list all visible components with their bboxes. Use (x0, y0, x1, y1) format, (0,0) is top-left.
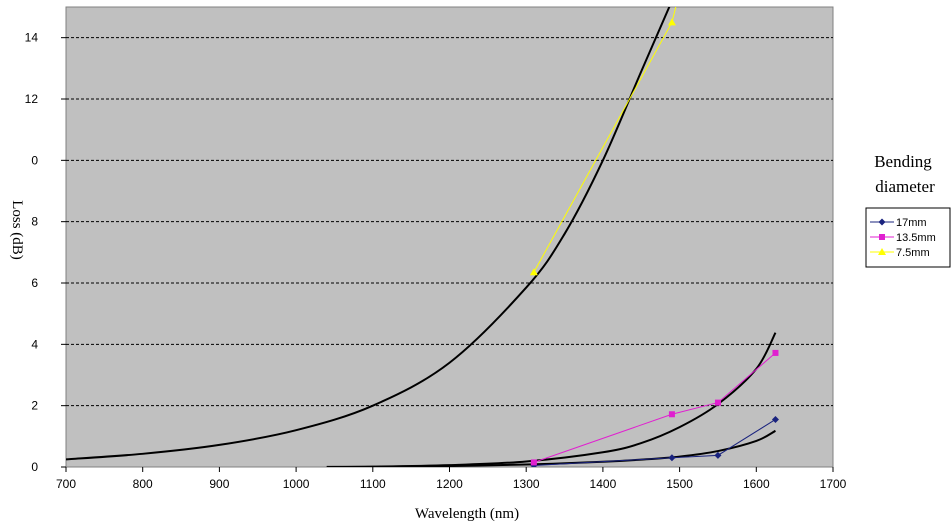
legend-title-line-1: Bending (874, 152, 932, 171)
plot-area (65, 6, 834, 468)
y-tick-label: 14 (25, 31, 39, 45)
series-line (533, 419, 776, 466)
x-axis-ticks: 700 800 900 1000 1100 1200 1300 1400 1500 1600 170… (56, 467, 847, 491)
series-line (533, 352, 776, 463)
data-point (529, 268, 538, 276)
y-tick-label: 4 (31, 337, 38, 351)
data-point (714, 399, 721, 406)
x-tick-label: 1300 (513, 477, 540, 491)
legend-title-line-2: diameter (875, 177, 935, 196)
data-point (667, 18, 676, 26)
data-point (530, 459, 537, 466)
x-tick-label: 900 (209, 477, 229, 491)
x-tick-label: 1600 (743, 477, 770, 491)
y-tick-label: 2 (31, 399, 38, 413)
x-tick-label: 1500 (666, 477, 693, 491)
x-tick-label: 1000 (283, 477, 310, 491)
legend-label: 7.5mm (896, 247, 930, 259)
data-point (714, 451, 722, 459)
y-tick-label: 8 (31, 215, 38, 229)
legend-marker (878, 248, 886, 255)
x-tick-label: 1700 (820, 477, 847, 491)
data-point (668, 454, 676, 462)
legend-label: 17mm (896, 217, 927, 229)
legend-marker (878, 218, 886, 226)
data-point (772, 349, 779, 356)
legend-marker (879, 234, 885, 240)
legend: Bending diameter 17mm 13.5mm 7.5mm (865, 152, 951, 268)
legend-label: 13.5mm (896, 232, 936, 244)
y-axis-ticks: 0 2 4 6 8 0 12 14 (25, 31, 66, 474)
fit-curve (66, 7, 671, 461)
data-series (529, 7, 779, 467)
x-tick-label: 700 (56, 477, 76, 491)
y-tick-label: 6 (31, 276, 38, 290)
data-point (771, 415, 779, 423)
x-axis-title: Wavelength (nm) (415, 506, 519, 522)
x-tick-label: 800 (133, 477, 153, 491)
y-tick-label: 0 (31, 460, 38, 474)
x-tick-label: 1400 (590, 477, 617, 491)
data-point (668, 411, 675, 418)
gridlines (66, 37, 833, 407)
y-tick-label: 0 (31, 153, 38, 167)
y-axis-title: Loss (dB) (9, 200, 25, 260)
y-tick-label: 12 (25, 92, 39, 106)
x-tick-label: 1200 (436, 477, 463, 491)
x-tick-label: 1100 (360, 477, 386, 491)
